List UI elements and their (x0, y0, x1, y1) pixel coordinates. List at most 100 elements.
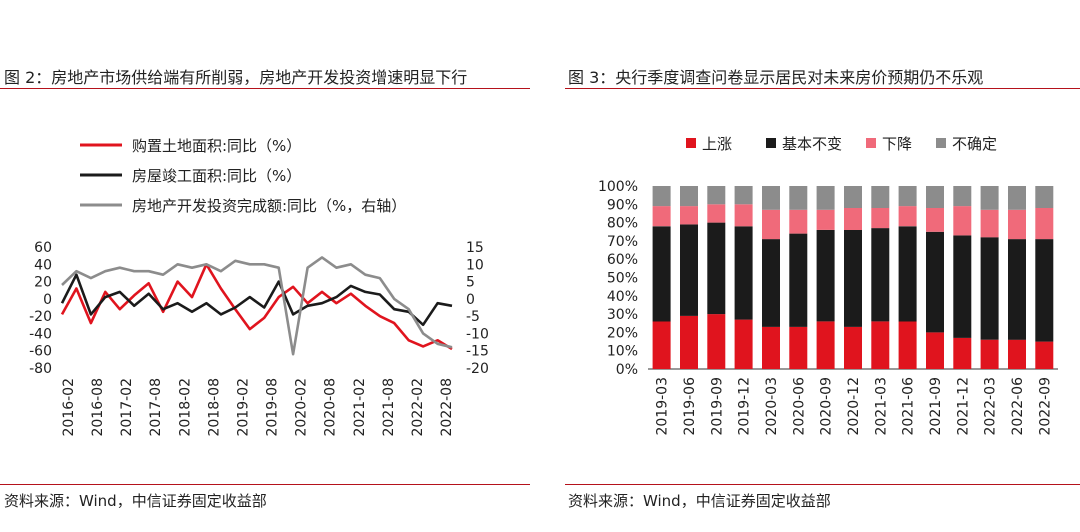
x-tick-label: 2021-08 (381, 378, 397, 437)
stacked-bar-chart: 上涨 基本不变 下降 不确定 100% 90% 80% 70% 60% 50% 40% 30% 20% 1… (598, 135, 1058, 436)
bar-segment (652, 226, 671, 322)
y-tick-label: 70% (607, 234, 638, 250)
y-left-tick-label: 20 (34, 275, 52, 291)
y-left-tick-label: -80 (29, 361, 52, 377)
x-tick-label: 2019-03 (655, 377, 671, 436)
bar-segment (1035, 186, 1054, 208)
y-left-tick-label: 0 (43, 292, 52, 308)
x-tick-label: 2020-02 (294, 378, 310, 437)
legend-swatch (866, 138, 876, 148)
legend-label: 下降 (882, 135, 912, 153)
y-tick-label: 90% (607, 197, 638, 213)
bar-segment (871, 186, 890, 208)
right-panel-title: 图 3：央行季度调查问卷显示居民对未来房价预期仍不乐观 (568, 68, 984, 87)
y-tick-label: 10% (607, 344, 638, 360)
x-tick-label: 2020-06 (791, 377, 807, 436)
x-tick-label: 2022-08 (439, 378, 455, 437)
bar-segment (734, 226, 753, 320)
y-tick-label: 0% (616, 362, 638, 378)
right-source: 资料来源：Wind，中信证券固定收益部 (568, 492, 831, 510)
bar-segment (680, 186, 698, 207)
x-tick-label: 2022-06 (1010, 377, 1026, 436)
x-tick-label: 2021-03 (873, 377, 889, 436)
bar-segment (1008, 209, 1026, 240)
y-left-tick-label: -20 (29, 309, 52, 325)
y-right-tick-label: -20 (466, 361, 489, 377)
right-source-rule (565, 484, 1080, 485)
y-right-tick-label: 15 (466, 240, 484, 256)
bar-segment (789, 233, 808, 327)
bar-segment (953, 206, 972, 236)
bar-segment (816, 209, 835, 230)
bar-segment (926, 186, 944, 208)
left-source-rule (0, 484, 530, 485)
y-tick-label: 20% (607, 325, 638, 341)
bar-segment (871, 321, 890, 369)
bar-segment (734, 319, 753, 369)
y-right-tick-label: 5 (466, 275, 475, 291)
legend-label: 基本不变 (782, 135, 842, 153)
x-tick-label: 2019-06 (682, 377, 698, 436)
x-tick-label: 2017-02 (119, 378, 135, 437)
x-tick-label: 2019-08 (265, 378, 281, 437)
y-tick-label: 80% (607, 216, 638, 232)
legend-swatch (936, 138, 946, 148)
bar-segment (680, 206, 698, 225)
y-tick-label: 100% (598, 179, 638, 195)
y-tick-label: 30% (607, 307, 638, 323)
legend-label: 房地产开发投资完成额:同比（%，右轴） (132, 197, 406, 215)
bar-segment (734, 186, 753, 205)
bar-segment (762, 186, 780, 210)
series-line (60, 273, 453, 327)
bar-segment (898, 186, 917, 207)
bar-segment (762, 239, 780, 327)
bar-segment (980, 209, 999, 238)
left-title-rule (0, 88, 530, 89)
x-tick-label: 2019-12 (737, 377, 753, 436)
bar-segment (926, 231, 944, 333)
bar-segment (707, 186, 726, 205)
y-left-tick-label: 40 (34, 257, 52, 273)
bar-segment (844, 326, 862, 369)
bar-segment (980, 186, 999, 210)
bar-segment (734, 204, 753, 227)
bar-segment (926, 208, 944, 232)
line-chart: 购置土地面积:同比（%） 房屋竣工面积:同比（%） 房地产开发投资完成额:同比（%，… (29, 137, 489, 437)
bar-segment (789, 326, 808, 369)
x-tick-label: 2018-02 (177, 378, 193, 437)
bar-segment (844, 208, 862, 230)
bar-segment (652, 206, 671, 227)
series-line (61, 256, 453, 356)
bar-segment (844, 186, 862, 208)
y-right-tick-label: 10 (466, 257, 484, 273)
y-left-tick-label: -60 (29, 344, 52, 360)
bar-segment (1035, 341, 1054, 369)
bar-segment (1008, 339, 1026, 369)
bar-segment (652, 321, 671, 369)
bar-segment (816, 229, 835, 322)
bar-segment (898, 226, 917, 322)
bar-segment (871, 208, 890, 229)
x-tick-label: 2021-09 (928, 377, 944, 436)
y-tick-label: 50% (607, 271, 638, 287)
y-right-tick-label: -5 (466, 309, 480, 325)
bar-segment (980, 237, 999, 340)
bar-segment (789, 186, 808, 210)
bar-segment (1035, 208, 1054, 240)
bar-segment (680, 224, 698, 316)
legend-label: 房屋竣工面积:同比（%） (132, 167, 301, 185)
bar-segment (953, 186, 972, 207)
x-tick-label: 2021-06 (901, 377, 917, 436)
x-tick-label: 2016-02 (61, 378, 77, 437)
bar-segment (707, 222, 726, 315)
x-tick-label: 2022-03 (983, 377, 999, 436)
x-tick-label: 2016-08 (90, 378, 106, 437)
bar-segment (816, 321, 835, 369)
bar-segment (707, 314, 726, 369)
x-tick-label: 2021-02 (352, 378, 368, 437)
y-right-tick-label: -10 (466, 326, 489, 342)
bar-segment (762, 326, 780, 369)
x-tick-label: 2017-08 (148, 378, 164, 437)
bar-segment (762, 209, 780, 240)
